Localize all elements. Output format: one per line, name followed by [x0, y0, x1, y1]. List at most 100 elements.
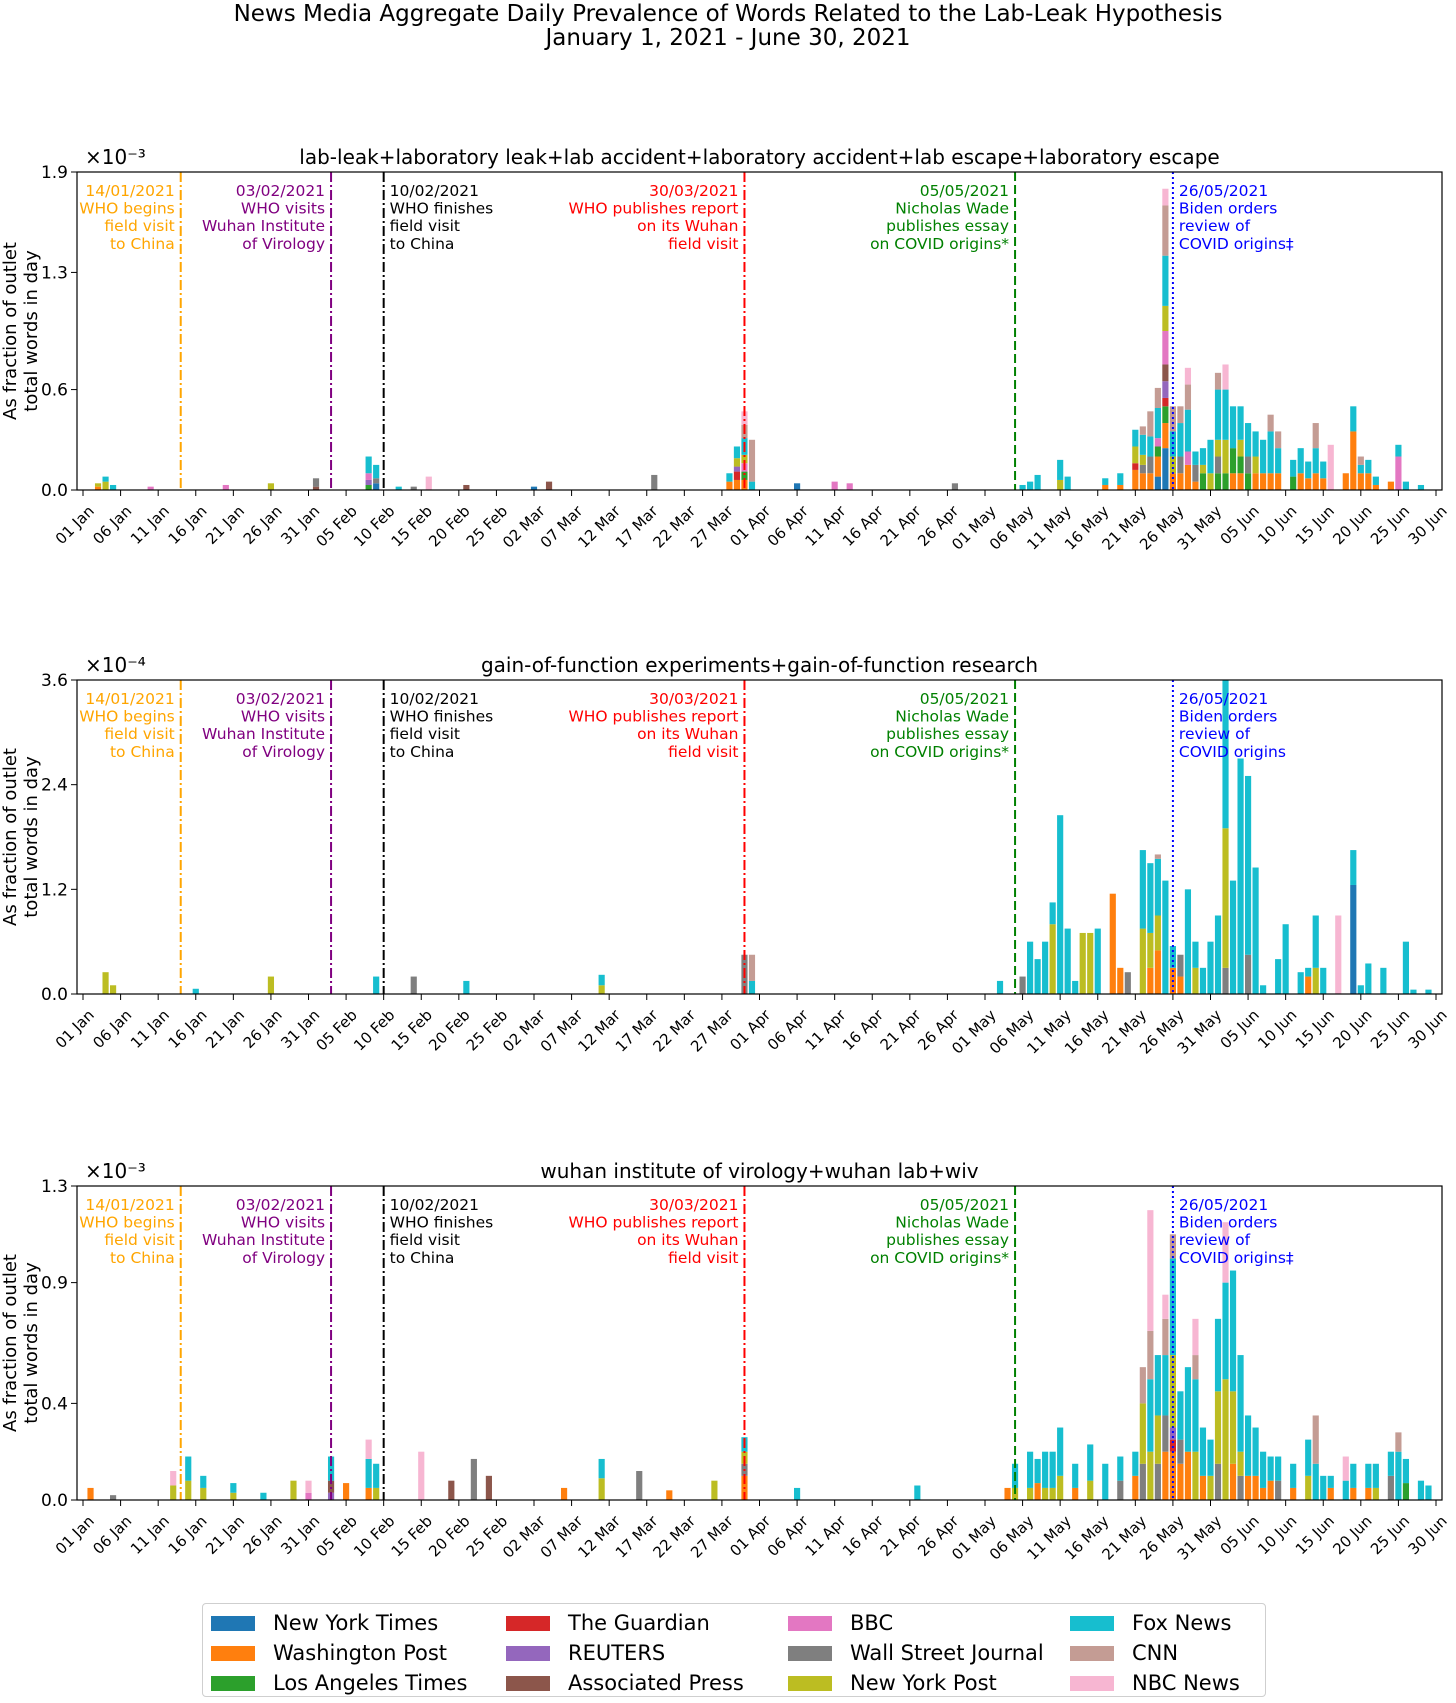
bar-segment — [741, 471, 748, 480]
bar-segment — [1147, 456, 1154, 474]
x-tick-label: 21 Jan — [202, 502, 248, 548]
bar-segment — [1229, 473, 1237, 490]
bar-segment — [418, 1451, 425, 1500]
bar-segment — [1154, 407, 1161, 439]
bar-segment — [1237, 456, 1244, 474]
event-annotation: field visit — [668, 1249, 738, 1267]
event-annotation: on its Wuhan — [637, 217, 738, 235]
bar-segment — [530, 486, 538, 490]
legend-swatch — [506, 1645, 550, 1661]
bar-segment — [1365, 1487, 1372, 1500]
legend-swatch — [211, 1675, 255, 1691]
bar-segment — [1034, 959, 1041, 994]
bar-segment — [1237, 1451, 1244, 1476]
bar-segment — [1350, 850, 1357, 885]
bar-segment — [1169, 456, 1176, 474]
bar-segment — [1132, 1475, 1139, 1500]
bar-segment — [1162, 331, 1169, 365]
legend-label: Fox News — [1132, 1611, 1232, 1635]
x-tick-label: 25 Jun — [1367, 1512, 1413, 1558]
bar-segment — [1214, 1318, 1222, 1392]
bar-segment — [463, 980, 470, 994]
event-annotation: Biden orders — [1179, 1214, 1277, 1232]
x-tick-label: 11 Jan — [127, 1512, 173, 1558]
bar-segment — [1244, 1415, 1252, 1476]
bar-segment — [1057, 815, 1064, 994]
bar-segment — [1402, 481, 1410, 490]
bar-segment — [1327, 444, 1334, 490]
bar-segment — [327, 1456, 335, 1481]
bar-segment — [1162, 1415, 1169, 1452]
bar-segment — [1357, 456, 1364, 465]
event-annotation: 05/05/2021 — [920, 1196, 1009, 1214]
legend-swatch — [1070, 1615, 1114, 1631]
bar-segment — [1207, 1439, 1214, 1476]
bar-segment — [1177, 1391, 1184, 1440]
bar-segment — [1222, 389, 1229, 440]
bar-segment — [1199, 1427, 1207, 1476]
event-annotation: to China — [390, 743, 455, 761]
bar-segment — [230, 1483, 237, 1493]
x-tick-label: 20 Feb — [425, 502, 473, 550]
event-annotation: 05/05/2021 — [920, 182, 1009, 200]
bar-segment — [1162, 1451, 1169, 1500]
x-tick-label: 16 Jan — [165, 1512, 211, 1558]
bar-segment — [1057, 459, 1064, 480]
bar-segment — [1214, 1391, 1222, 1464]
chart-title: News Media Aggregate Daily Prevalence of… — [233, 1, 1223, 27]
bar-segment — [1222, 473, 1229, 490]
bar-segment — [1154, 1415, 1161, 1464]
event-annotation: on COVID origins* — [870, 1249, 1009, 1267]
event-annotation: field visit — [390, 1231, 460, 1249]
bar-segment — [1350, 406, 1357, 432]
bar-segment — [1342, 473, 1349, 490]
bar-segment — [1139, 473, 1146, 490]
x-tick-label: 21 Jan — [202, 1006, 248, 1052]
x-tick-label: 01 Jan — [52, 1512, 98, 1558]
bar-segment — [1222, 828, 1229, 968]
event-annotation: 30/03/2021 — [649, 1196, 738, 1214]
event-annotation: 10/02/2021 — [390, 182, 479, 200]
bar-segment — [1192, 1318, 1199, 1356]
bar-segment — [1049, 1487, 1056, 1500]
y-offset-label: ×10⁻³ — [85, 145, 146, 169]
bar-segment — [327, 1480, 335, 1493]
bar-segment — [1335, 915, 1342, 994]
x-tick-label: 15 Jun — [1292, 1512, 1338, 1558]
bar-segment — [598, 1458, 605, 1479]
bar-segment — [1395, 1451, 1402, 1500]
bar-segment — [1184, 409, 1192, 452]
bar-segment — [1244, 954, 1252, 994]
legend-item: BBC — [788, 1610, 893, 1636]
event-annotation: to China — [390, 1249, 455, 1267]
y-tick-label: 0.6 — [41, 381, 68, 401]
legend-item: NBC News — [1070, 1670, 1240, 1696]
legend-swatch — [788, 1645, 832, 1661]
bar-segment — [1049, 1451, 1056, 1488]
bar-segment — [1222, 967, 1229, 994]
x-tick-label: 05 Feb — [312, 502, 360, 550]
legend-swatch — [506, 1615, 550, 1631]
bar-segment — [1357, 473, 1364, 490]
event-annotation: 03/02/2021 — [236, 1196, 325, 1214]
bar-segment — [1162, 205, 1169, 256]
bar-segment — [1064, 476, 1071, 490]
y-offset-label: ×10⁻³ — [85, 1159, 146, 1183]
bar-segment — [1139, 434, 1146, 455]
bar-segment — [1169, 1427, 1176, 1440]
event-annotation: to China — [110, 743, 175, 761]
bar-segment — [1162, 188, 1169, 206]
bar-segment — [222, 484, 229, 490]
bar-segment — [846, 483, 853, 490]
bar-segment — [1214, 473, 1222, 490]
event-annotation: WHO publishes report — [568, 1214, 738, 1232]
bar-segment — [1297, 448, 1304, 474]
bar-segment — [94, 483, 102, 487]
x-tick-label: 27 Mar — [687, 1005, 737, 1055]
event-annotation: WHO finishes — [390, 1214, 494, 1232]
bar-segment — [1365, 473, 1372, 490]
bar-segment — [1132, 1451, 1139, 1476]
bar-segment — [733, 446, 741, 459]
bar-segment — [951, 483, 959, 490]
legend-item: Fox News — [1070, 1610, 1231, 1636]
